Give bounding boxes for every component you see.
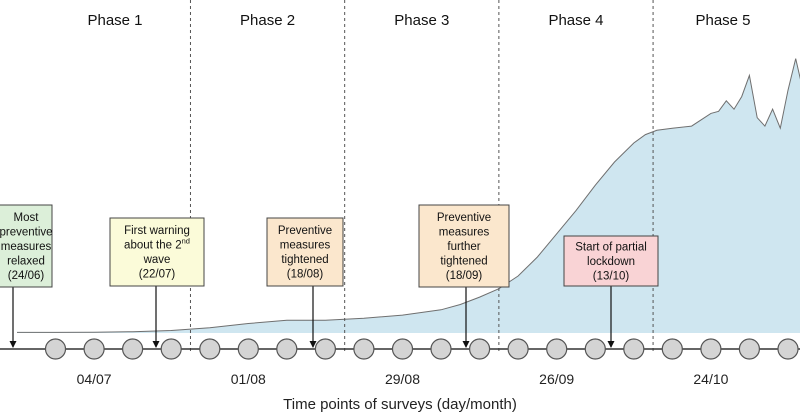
series-line: [17, 58, 800, 333]
event-text: about the 2nd: [124, 237, 190, 252]
survey-point: [700, 338, 722, 360]
survey-point: [546, 338, 568, 360]
event-text: preventive: [0, 226, 53, 238]
event-rect: [0, 204, 53, 288]
phase-labels: Phase 1 Phase 2 Phase 3 Phase 4 Phase 5: [87, 12, 750, 29]
survey-point: [83, 338, 105, 360]
event-rect: [563, 235, 659, 287]
event-arrowhead: [462, 341, 470, 348]
survey-point: [507, 338, 529, 360]
survey-point: [777, 338, 799, 360]
event-text: Start of partial: [575, 241, 647, 253]
event-arrowhead: [152, 341, 160, 348]
event-text: (18/08): [287, 269, 324, 281]
event-text: lockdown: [587, 256, 635, 268]
event-text: Preventive: [437, 212, 491, 224]
event-text: (18/09): [446, 270, 483, 282]
event-box: Start of partial lockdown (13/10): [563, 235, 659, 348]
survey-timeline: [0, 338, 800, 360]
phase-label: Phase 3: [394, 12, 449, 29]
survey-point: [160, 338, 182, 360]
x-axis-title: Time points of surveys (day/month): [283, 396, 517, 413]
event-text: Most: [14, 212, 40, 224]
survey-point: [353, 338, 375, 360]
event-box: Preventive measures further tightened (18/09…: [418, 204, 510, 348]
x-tick-label: 29/08: [385, 371, 420, 387]
event-arrowhead: [9, 341, 17, 348]
survey-point: [314, 338, 336, 360]
phase-label: Phase 4: [548, 12, 603, 29]
event-arrowhead: [607, 341, 615, 348]
phase-label: Phase 1: [87, 12, 142, 29]
phase-label: Phase 2: [240, 12, 295, 29]
event-text: tightened: [281, 254, 328, 266]
survey-point: [623, 338, 645, 360]
survey-point: [469, 338, 491, 360]
event-arrowhead: [309, 341, 317, 348]
event-text: tightened: [440, 255, 487, 267]
event-text: wave: [143, 254, 171, 266]
x-tick-label: 24/10: [693, 371, 728, 387]
event-text: measures: [439, 226, 490, 238]
x-tick-label: 04/07: [77, 371, 112, 387]
event-rect: [266, 217, 344, 287]
series-area: [17, 58, 800, 333]
x-tick-label: 26/09: [539, 371, 574, 387]
event-rect: [109, 217, 205, 287]
survey-point: [276, 338, 298, 360]
event-text: First warning: [124, 225, 190, 237]
event-box: Most preventive measures relaxed (24/06): [0, 204, 53, 348]
event-text: relaxed: [7, 255, 45, 267]
area-layer: [17, 58, 800, 333]
event-text: measures: [1, 241, 52, 253]
survey-point: [44, 338, 67, 360]
survey-point: [584, 338, 606, 360]
event-annotations: Most preventive measures relaxed (24/06) Firs…: [0, 204, 659, 348]
event-box: Preventive measures tightened (18/08): [266, 217, 344, 348]
event-text: measures: [280, 240, 331, 252]
event-text: (24/06): [8, 270, 45, 282]
survey-point: [661, 338, 683, 360]
survey-point: [391, 338, 414, 360]
event-text: (22/07): [139, 269, 176, 281]
event-text: (13/10): [593, 270, 630, 282]
survey-point: [430, 338, 452, 360]
survey-point: [237, 338, 259, 360]
survey-point: [122, 338, 144, 360]
phase-label: Phase 5: [695, 12, 750, 29]
survey-point: [738, 338, 761, 360]
event-text: Preventive: [278, 225, 332, 237]
event-text: further: [447, 241, 480, 253]
phase-dividers: [189, 0, 654, 352]
x-tick-label: 01/08: [231, 371, 266, 387]
event-rect: [418, 204, 510, 288]
survey-point: [199, 338, 221, 360]
